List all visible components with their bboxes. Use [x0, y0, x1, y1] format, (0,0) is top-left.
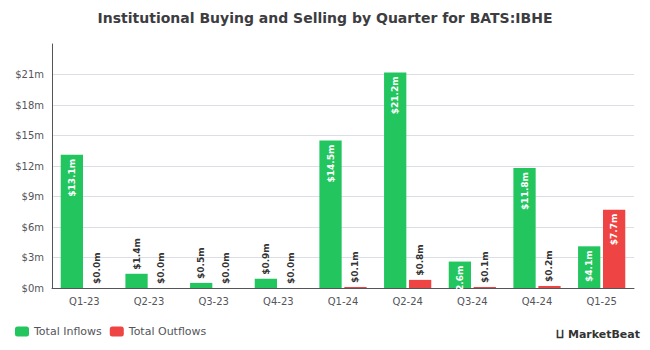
svg-text:$21.2m: $21.2m	[390, 76, 400, 114]
svg-text:$0.0m: $0.0m	[286, 252, 296, 284]
svg-text:$0.0m: $0.0m	[156, 252, 166, 284]
svg-text:$18m: $18m	[15, 100, 44, 111]
svg-text:Q3-23: Q3-23	[198, 296, 229, 307]
svg-text:Q2-23: Q2-23	[134, 296, 165, 307]
svg-text:$0.0m: $0.0m	[221, 252, 231, 284]
svg-text:$14.5m: $14.5m	[326, 145, 336, 183]
svg-text:Q4-24: Q4-24	[522, 296, 553, 307]
svg-text:Total Inflows: Total Inflows	[33, 325, 102, 338]
svg-text:$0.1m: $0.1m	[480, 251, 490, 283]
svg-text:Total Outflows: Total Outflows	[128, 325, 207, 338]
svg-text:$3m: $3m	[22, 252, 44, 263]
svg-text:Q3-24: Q3-24	[457, 295, 488, 307]
svg-text:Institutional Buying and Selli: Institutional Buying and Selling by Quar…	[98, 10, 553, 26]
svg-text:$0.9m: $0.9m	[261, 243, 271, 275]
svg-text:$4.1m: $4.1m	[584, 250, 594, 282]
svg-text:$7.7m: $7.7m	[609, 214, 619, 246]
svg-text:$0.8m: $0.8m	[415, 244, 425, 276]
svg-text:Q1-23: Q1-23	[69, 296, 100, 307]
svg-text:$6m: $6m	[22, 222, 44, 233]
svg-text:$2.6m: $2.6m	[455, 266, 465, 298]
svg-text:$0.0m: $0.0m	[92, 252, 102, 284]
svg-text:$0.5m: $0.5m	[196, 247, 206, 279]
svg-text:Q4-23: Q4-23	[263, 296, 294, 307]
svg-text:$21m: $21m	[15, 69, 44, 80]
svg-text:$11.8m: $11.8m	[520, 172, 530, 210]
svg-text:$0.2m: $0.2m	[544, 250, 554, 282]
svg-text:$0.1m: $0.1m	[350, 251, 360, 283]
svg-text:$0m: $0m	[22, 283, 44, 294]
svg-text:$15m: $15m	[15, 130, 44, 141]
svg-text:$12m: $12m	[15, 161, 44, 172]
svg-text:Q1-25: Q1-25	[586, 296, 617, 307]
svg-text:Q2-24: Q2-24	[392, 296, 423, 307]
svg-text:Q1-24: Q1-24	[328, 296, 359, 307]
svg-text:$13.1m: $13.1m	[67, 159, 77, 197]
svg-text:$1.4m: $1.4m	[132, 238, 142, 270]
svg-text:$9m: $9m	[22, 191, 44, 202]
svg-text:⨿ MarketBeat: ⨿ MarketBeat	[556, 328, 640, 341]
